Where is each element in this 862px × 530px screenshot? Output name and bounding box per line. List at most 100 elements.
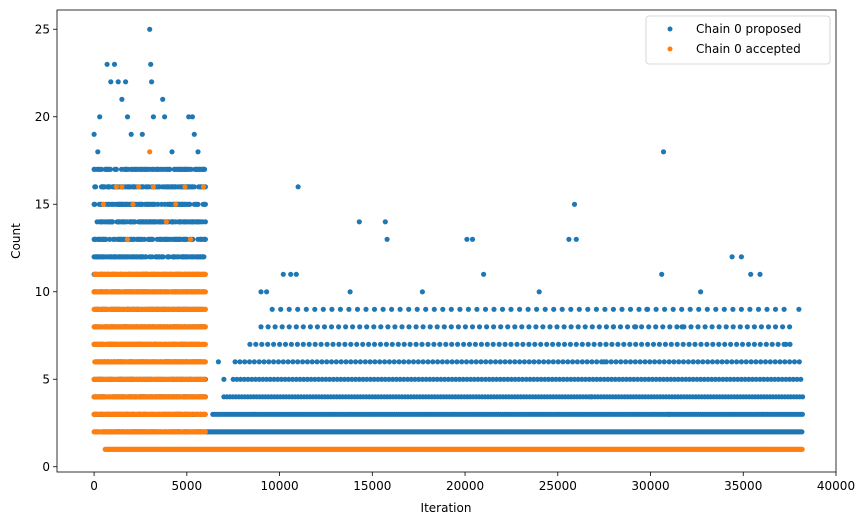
point-proposed — [575, 324, 581, 330]
point-proposed — [338, 376, 344, 382]
point-proposed — [460, 376, 466, 382]
point-proposed — [328, 324, 335, 330]
point-proposed — [295, 306, 301, 312]
point-proposed — [330, 341, 336, 347]
point-proposed — [576, 306, 582, 312]
point-accepted — [202, 359, 208, 365]
point-proposed — [799, 429, 805, 435]
point-proposed — [139, 131, 145, 137]
point-proposed — [679, 324, 685, 330]
point-proposed — [449, 341, 455, 347]
point-proposed — [253, 341, 259, 347]
point-proposed — [589, 359, 595, 365]
point-proposed — [738, 306, 745, 312]
point-proposed — [448, 324, 454, 330]
point-proposed — [455, 324, 461, 330]
point-proposed — [337, 306, 343, 312]
point-proposed — [414, 306, 420, 312]
point-proposed — [656, 341, 663, 347]
point-proposed — [683, 376, 689, 382]
point-proposed — [713, 306, 719, 312]
point-proposed — [147, 26, 153, 32]
point-proposed — [384, 236, 390, 242]
point-proposed — [282, 376, 288, 382]
point-proposed — [167, 166, 173, 172]
point-proposed — [342, 341, 348, 347]
point-proposed — [660, 324, 666, 330]
point-proposed — [415, 359, 421, 365]
point-proposed — [439, 359, 445, 365]
point-proposed — [601, 376, 607, 382]
point-proposed — [189, 114, 195, 120]
point-proposed — [799, 411, 806, 417]
point-proposed — [553, 376, 559, 382]
point-proposed — [656, 359, 663, 365]
point-proposed — [545, 359, 552, 365]
point-proposed — [585, 306, 591, 312]
point-proposed — [729, 254, 735, 260]
point-proposed — [91, 131, 97, 137]
point-proposed — [782, 359, 788, 365]
point-proposed — [534, 376, 541, 382]
point-proposed — [111, 61, 118, 67]
point-proposed — [457, 306, 463, 312]
point-proposed — [280, 359, 286, 365]
point-proposed — [406, 324, 412, 330]
point-proposed — [690, 376, 696, 382]
point-accepted — [202, 271, 208, 277]
point-proposed — [586, 376, 592, 382]
point-proposed — [380, 306, 386, 312]
point-proposed — [195, 201, 201, 207]
point-proposed — [744, 324, 750, 330]
point-proposed — [473, 359, 479, 365]
point-proposed — [472, 341, 478, 347]
point-proposed — [514, 341, 520, 347]
point-proposed — [762, 359, 769, 365]
point-proposed — [258, 289, 264, 295]
point-proposed — [148, 61, 154, 67]
point-proposed — [764, 306, 770, 312]
point-proposed — [288, 341, 294, 347]
point-proposed — [186, 114, 192, 120]
point-proposed — [230, 376, 236, 382]
point-proposed — [540, 324, 546, 330]
point-proposed — [616, 376, 622, 382]
point-proposed — [705, 359, 711, 365]
point-proposed — [286, 306, 292, 312]
point-proposed — [353, 359, 359, 365]
point-proposed — [668, 341, 674, 347]
point-proposed — [767, 359, 773, 365]
point-proposed — [716, 324, 722, 330]
point-proposed — [525, 306, 531, 312]
point-proposed — [680, 341, 686, 347]
point-proposed — [420, 359, 426, 365]
point-proposed — [613, 359, 619, 365]
point-proposed — [247, 341, 253, 347]
point-proposed — [551, 306, 557, 312]
point-proposed — [377, 359, 383, 365]
point-proposed — [431, 306, 437, 312]
point-proposed — [261, 359, 267, 365]
point-proposed — [499, 306, 506, 312]
point-proposed — [150, 114, 156, 120]
point-proposed — [508, 376, 514, 382]
point-proposed — [269, 306, 275, 312]
point-proposed — [787, 376, 793, 382]
point-proposed — [293, 376, 299, 382]
point-proposed — [753, 359, 759, 365]
point-proposed — [286, 324, 292, 330]
point-proposed — [646, 376, 652, 382]
point-proposed — [644, 306, 650, 312]
point-proposed — [743, 359, 749, 365]
point-proposed — [199, 166, 205, 172]
point-proposed — [468, 359, 474, 365]
point-proposed — [642, 376, 648, 382]
point-proposed — [751, 341, 758, 347]
point-proposed — [307, 324, 313, 330]
point-proposed — [386, 359, 392, 365]
point-proposed — [348, 359, 354, 365]
point-proposed — [107, 236, 113, 242]
point-proposed — [319, 359, 325, 365]
point-proposed — [583, 376, 589, 382]
